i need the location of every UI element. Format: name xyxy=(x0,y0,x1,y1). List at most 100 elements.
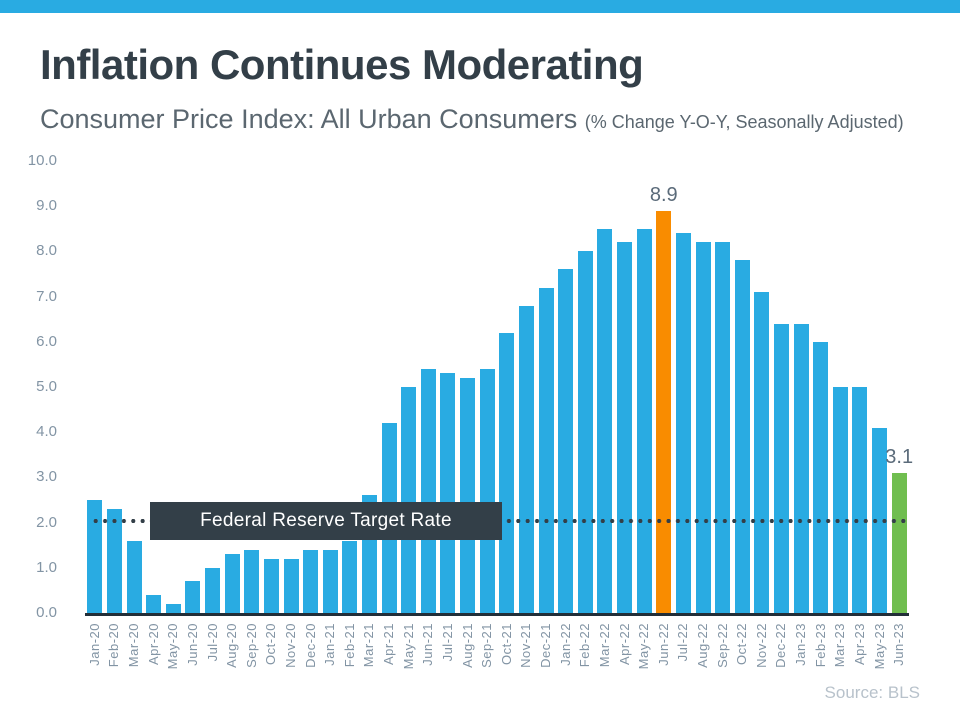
y-axis-tick-6.0: 6.0 xyxy=(36,332,57,350)
bar-Sep-22 xyxy=(715,242,731,613)
bar-Mar-20 xyxy=(126,540,142,613)
bar-Dec-21 xyxy=(538,287,554,613)
x-axis-label-May-23: May-23 xyxy=(871,623,887,670)
bar-Dec-22 xyxy=(773,323,789,613)
x-axis-label-Jun-22: Jun-22 xyxy=(655,623,671,666)
x-axis-label-Sep-22: Sep-22 xyxy=(714,623,730,668)
bar-Jan-20 xyxy=(87,500,103,613)
y-axis-tick-2.0: 2.0 xyxy=(36,513,57,531)
bar-Oct-22 xyxy=(734,260,750,613)
x-axis-label-Mar-22: Mar-22 xyxy=(596,623,612,668)
x-axis-label-Jun-21: Jun-21 xyxy=(420,623,436,666)
x-axis-label-Jan-22: Jan-22 xyxy=(557,623,573,666)
subtitle-note: (% Change Y-O-Y, Seasonally Adjusted) xyxy=(584,112,904,132)
x-axis-label-Apr-21: Apr-21 xyxy=(381,623,397,666)
bar-Jan-22 xyxy=(558,269,574,613)
bar-Apr-22 xyxy=(617,242,633,613)
bar-Jan-21 xyxy=(322,549,338,613)
bar-Jun-20 xyxy=(185,581,201,613)
x-axis-label-Feb-21: Feb-21 xyxy=(341,623,357,668)
y-axis-tick-10.0: 10.0 xyxy=(27,152,57,169)
x-axis-label-May-20: May-20 xyxy=(165,623,181,670)
x-axis-label-Nov-20: Nov-20 xyxy=(283,623,298,668)
bar-Sep-21 xyxy=(479,368,495,613)
bar-Jul-21 xyxy=(440,373,456,613)
bar-Apr-23 xyxy=(852,387,868,613)
x-axis-label-Jul-20: Jul-20 xyxy=(204,623,220,662)
fed-target-rate-label: Federal Reserve Target Rate xyxy=(150,502,502,540)
x-axis-line xyxy=(85,613,909,616)
x-axis-label-Feb-20: Feb-20 xyxy=(106,623,122,668)
bar-Aug-20 xyxy=(224,554,240,613)
x-axis-label-Dec-20: Dec-20 xyxy=(302,623,318,668)
page-title: Inflation Continues Moderating xyxy=(40,41,644,88)
x-axis-label-Feb-23: Feb-23 xyxy=(812,623,828,668)
x-axis-label-Oct-21: Oct-21 xyxy=(498,623,514,666)
bar-May-21 xyxy=(401,387,417,613)
plot-area xyxy=(85,161,909,613)
x-axis-label-Mar-23: Mar-23 xyxy=(832,623,848,668)
bar-value-label-Jun-23: 3.1 xyxy=(885,445,914,468)
bar-Feb-21 xyxy=(342,540,358,613)
bar-Mar-23 xyxy=(832,387,848,613)
chart-subtitle: Consumer Price Index: All Urban Consumer… xyxy=(40,106,904,133)
source-credit: Source: BLS xyxy=(824,683,920,702)
x-axis-label-Dec-21: Dec-21 xyxy=(538,623,554,668)
x-axis-label-Aug-21: Aug-21 xyxy=(459,623,475,668)
y-axis-tick-8.0: 8.0 xyxy=(36,242,57,260)
x-axis-label-Apr-22: Apr-22 xyxy=(616,623,632,666)
x-axis-label-Jul-22: Jul-22 xyxy=(675,623,691,662)
bar-May-22 xyxy=(636,228,652,613)
bar-Jun-21 xyxy=(420,368,436,613)
x-axis-label-Jun-20: Jun-20 xyxy=(184,623,200,666)
x-axis-label-Feb-22: Feb-22 xyxy=(577,623,593,668)
x-axis-label-Mar-21: Mar-21 xyxy=(361,623,377,668)
bar-Jul-22 xyxy=(675,233,691,613)
bar-Nov-21 xyxy=(518,305,534,613)
bar-Feb-22 xyxy=(577,251,593,613)
bar-Feb-23 xyxy=(813,341,829,613)
bar-Jan-23 xyxy=(793,323,809,613)
x-axis-label-Jan-20: Jan-20 xyxy=(86,623,102,666)
x-axis-label-Nov-22: Nov-22 xyxy=(753,623,769,668)
bar-Jun-23 xyxy=(891,472,907,613)
bar-Mar-22 xyxy=(597,228,613,613)
x-axis-label-May-22: May-22 xyxy=(636,623,652,670)
bar-Nov-22 xyxy=(754,292,770,613)
x-axis-label-Apr-23: Apr-23 xyxy=(851,623,867,666)
bar-Apr-20 xyxy=(146,594,162,613)
bar-Nov-20 xyxy=(283,558,299,613)
x-axis-label-Nov-21: Nov-21 xyxy=(518,623,534,668)
x-axis-label-Mar-20: Mar-20 xyxy=(126,623,142,668)
y-axis-tick-5.0: 5.0 xyxy=(36,378,57,395)
x-axis-label-Oct-22: Oct-22 xyxy=(734,623,750,666)
x-axis-label-May-21: May-21 xyxy=(400,623,416,670)
x-axis-label-Sep-20: Sep-20 xyxy=(243,623,259,668)
y-axis-tick-7.0: 7.0 xyxy=(36,287,57,305)
x-axis-label-Jan-23: Jan-23 xyxy=(793,623,809,666)
x-axis-label-Apr-20: Apr-20 xyxy=(145,623,161,666)
y-axis-tick-3.0: 3.0 xyxy=(36,468,57,486)
x-axis-label-Jun-23: Jun-23 xyxy=(891,623,907,666)
bar-Dec-20 xyxy=(303,549,319,613)
bar-Oct-20 xyxy=(263,558,279,613)
x-axis-label-Oct-20: Oct-20 xyxy=(263,623,279,666)
top-accent-bar xyxy=(0,0,960,13)
bar-Jun-22 xyxy=(656,210,672,613)
bar-Feb-20 xyxy=(106,509,122,613)
y-axis-tick-0.0: 0.0 xyxy=(36,604,57,621)
x-axis-label-Aug-20: Aug-20 xyxy=(224,623,240,668)
bar-Aug-22 xyxy=(695,242,711,613)
y-axis-tick-9.0: 9.0 xyxy=(36,197,57,215)
bar-Aug-21 xyxy=(460,377,476,613)
x-axis-label-Jan-21: Jan-21 xyxy=(322,623,338,666)
x-axis-label-Jul-21: Jul-21 xyxy=(439,623,455,662)
y-axis-tick-1.0: 1.0 xyxy=(36,558,57,576)
subtitle-main: Consumer Price Index: All Urban Consumer… xyxy=(40,104,578,134)
x-axis-label-Sep-21: Sep-21 xyxy=(479,623,495,668)
y-axis-tick-4.0: 4.0 xyxy=(36,423,57,441)
bar-Sep-20 xyxy=(244,549,260,613)
bar-Jul-20 xyxy=(205,567,221,613)
